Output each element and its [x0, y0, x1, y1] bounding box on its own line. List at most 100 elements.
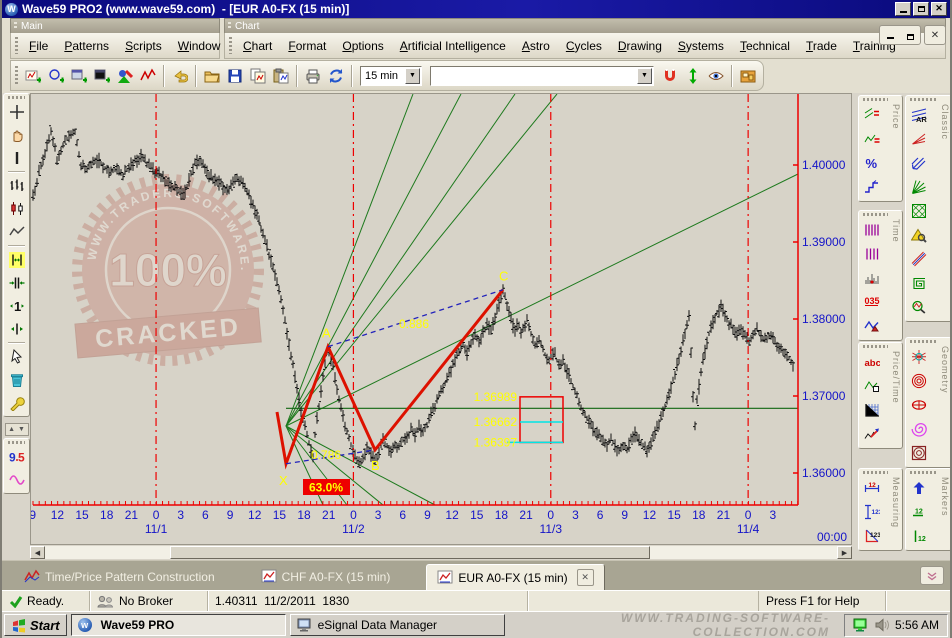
pitchfork-button[interactable] [908, 151, 930, 174]
pointer-button[interactable] [6, 345, 28, 368]
swing-triangle-button[interactable] [861, 314, 883, 337]
grid-button[interactable] [861, 398, 883, 421]
tab-chf-a0-fx-15-min[interactable]: CHF A0-FX (15 min) [251, 564, 401, 590]
trend-lines-button[interactable] [861, 103, 883, 126]
interval-combobox[interactable]: 15 min ▼ [360, 65, 422, 86]
menu-item-astro[interactable]: Astro [521, 38, 550, 53]
menu-item-artificial-intelligence[interactable]: Artificial Intelligence [399, 38, 506, 53]
gann-fan-ray[interactable] [285, 93, 414, 427]
new-console-button[interactable] [90, 64, 113, 88]
scrollbar-thumb[interactable] [170, 546, 650, 559]
percent-button[interactable]: % [861, 151, 883, 174]
gann-fan-ray[interactable] [285, 425, 384, 506]
taskbar-button-wave59[interactable]: w Wave59 PRO [70, 614, 286, 636]
ratio-line-AC[interactable] [327, 289, 504, 348]
time-bars-4-button[interactable] [861, 242, 883, 265]
cycle-finder-button[interactable] [908, 295, 930, 318]
close-button[interactable]: ✕ [931, 2, 947, 16]
horizontal-count-button[interactable]: 12 [908, 500, 930, 523]
new-window-button[interactable] [67, 64, 90, 88]
palette-button[interactable] [736, 64, 759, 88]
new-chart-button[interactable] [21, 64, 44, 88]
vertical-cursor-button[interactable] [6, 146, 28, 169]
mdi-restore-button[interactable] [900, 26, 920, 44]
menu-item-technical[interactable]: Technical [739, 38, 790, 53]
new-drawing-button[interactable] [44, 64, 67, 88]
symbol-dropdown-arrow-icon[interactable]: ▼ [637, 67, 652, 84]
scroll-left-arrow-icon[interactable]: ◀ [30, 546, 45, 559]
ruler-horizontal-button[interactable]: 12 [861, 476, 883, 499]
mdi-minimize-button[interactable] [880, 26, 900, 44]
delete-tool-button[interactable] [6, 368, 28, 391]
projection-arrow-button[interactable] [861, 422, 883, 445]
time-counts-button[interactable]: 035 [861, 290, 883, 313]
print-button[interactable] [301, 64, 324, 88]
ohlc-bars[interactable] [31, 125, 795, 469]
expand-bars-button[interactable] [6, 271, 28, 294]
square-spiral-button[interactable] [908, 271, 930, 294]
network-tray-icon[interactable] [853, 618, 870, 633]
save-file-button[interactable] [223, 64, 246, 88]
zigzag-retrace-button[interactable] [861, 127, 883, 150]
eye-button[interactable] [704, 64, 727, 88]
paste-chart-button[interactable] [269, 64, 292, 88]
parallel-lines-button[interactable] [908, 247, 930, 270]
vertical-scale-button[interactable] [681, 64, 704, 88]
tab-eur-a0-fx-15-min[interactable]: EUR A0-FX (15 min) ✕ [426, 564, 605, 590]
gann-grid-button[interactable] [908, 199, 930, 222]
copy-chart-button[interactable] [246, 64, 269, 88]
vertical-count-button[interactable]: 12 [908, 524, 930, 547]
chart-canvas[interactable]: WWW.TRADERS-SOFTWARE.COM100%CRACKED1.400… [25, 83, 851, 544]
pattern-tool-button[interactable] [136, 64, 159, 88]
menu-item-trade[interactable]: Trade [805, 38, 837, 53]
angle-ruler-button[interactable]: 123 [861, 524, 883, 547]
gann-fan-ray[interactable] [285, 93, 558, 427]
refresh-button[interactable] [324, 64, 347, 88]
menu-item-drawing[interactable]: Drawing [617, 38, 662, 53]
alert-scan-button[interactable] [908, 223, 930, 246]
tab-time-price-pattern-construction[interactable]: Time/Price Pattern Construction [14, 564, 225, 590]
gann-fan-button[interactable] [908, 175, 930, 198]
bar-chart-style-button[interactable] [6, 174, 28, 197]
compass-rose-button[interactable] [908, 345, 930, 368]
pattern-box-button[interactable] [861, 374, 883, 397]
time-cluster-button[interactable] [861, 266, 883, 289]
gann-fan-ray[interactable] [285, 173, 799, 427]
start-button[interactable]: Start [4, 614, 67, 636]
line-chart-style-button[interactable] [6, 220, 28, 243]
symbol-combobox[interactable]: ▼ [430, 65, 654, 86]
compress-bars-button[interactable] [6, 317, 28, 340]
menu-item-scripts[interactable]: Scripts [125, 38, 162, 53]
gann-fan-ray[interactable] [285, 93, 462, 427]
chart-band-caption[interactable]: Chart [224, 18, 946, 33]
tab-close-button[interactable]: ✕ [576, 569, 594, 586]
restore-button[interactable] [913, 2, 929, 16]
menu-item-options[interactable]: Options [342, 38, 384, 53]
menu-item-window[interactable]: Window [177, 38, 221, 53]
spiral-button[interactable] [908, 417, 930, 440]
menu-item-file[interactable]: File [29, 38, 49, 53]
gann-fan-ray[interactable] [285, 93, 516, 427]
concentric-circles-button[interactable] [908, 369, 930, 392]
mdi-close-button[interactable]: ✕ [930, 29, 940, 41]
undo-button[interactable] [168, 64, 191, 88]
open-file-button[interactable] [200, 64, 223, 88]
candle-style-button[interactable] [6, 197, 28, 220]
volume-tray-icon[interactable] [875, 618, 890, 632]
ruler-vertical-button[interactable]: 123 [861, 500, 883, 523]
menu-item-chart[interactable]: Chart [243, 38, 273, 53]
menu-item-format[interactable]: Format [288, 38, 327, 53]
settings-wrench-button[interactable] [6, 391, 28, 414]
taskbar-button-esignal[interactable]: eSignal Data Manager [289, 614, 505, 636]
step-line-button[interactable] [861, 175, 883, 198]
square-of-nine-button[interactable] [908, 441, 930, 464]
menu-item-cycles[interactable]: Cycles [565, 38, 602, 53]
arrow-marker-button[interactable] [908, 476, 930, 499]
pan-hand-button[interactable] [6, 123, 28, 146]
magnet-button[interactable] [658, 64, 681, 88]
text-abc-button[interactable]: abc [861, 350, 883, 373]
scroll-right-arrow-icon[interactable]: ▶ [837, 546, 852, 559]
paint-tools-button[interactable] [113, 64, 136, 88]
time-bars-5-button[interactable] [861, 218, 883, 241]
